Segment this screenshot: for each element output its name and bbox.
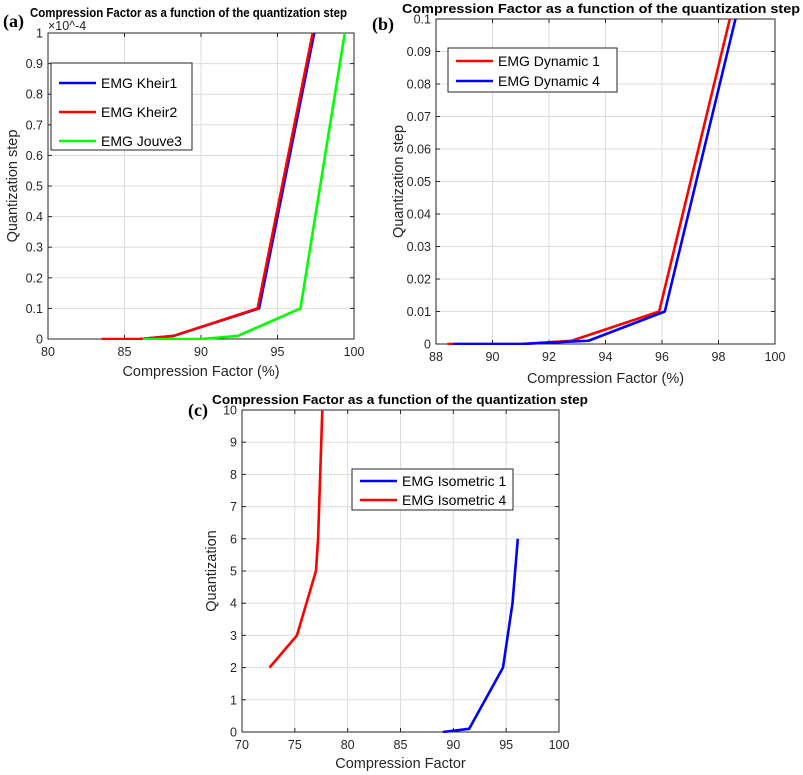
x-tick-label: 75 xyxy=(288,738,302,752)
y-tick-label: 0.01 xyxy=(407,305,431,319)
x-axis-label: Compression Factor xyxy=(335,756,466,772)
chart-title: Compression Factor as a function of the … xyxy=(30,6,347,20)
x-tick-label: 90 xyxy=(194,345,208,359)
chart-panel-a: 80 85 90 95 100 0 0.1 0.2 0.3 0.4 0.5 0.6 0.7 0.8 0.9 1… xyxy=(3,6,364,380)
y-tick-label: 0 xyxy=(424,338,431,352)
legend-entry: EMG Kheir1 xyxy=(101,75,177,91)
chart-panel-b: 88 90 92 94 96 98 100 0 0.01 0.02 0.03 0.04 0.05 0.06… xyxy=(372,2,800,387)
y-tick-label: 0.07 xyxy=(407,110,431,124)
series-line-emg-jouve3 xyxy=(142,32,347,340)
y-tick-label: 0.05 xyxy=(407,175,431,189)
y-tick-label: 0.06 xyxy=(407,143,431,157)
x-tick-label: 96 xyxy=(655,350,669,364)
y-tick-label: 0.3 xyxy=(26,241,43,255)
y-tick-label: 7 xyxy=(230,500,237,514)
y-multiplier: ×10^-4 xyxy=(48,19,86,33)
y-tick-label: 0.6 xyxy=(26,149,43,163)
x-tick-label: 80 xyxy=(41,345,55,359)
x-tick-label: 90 xyxy=(486,350,500,364)
chart-title: Compression Factor as a function of the … xyxy=(402,2,800,16)
series-line-emg-dynamic-4 xyxy=(452,18,737,345)
series-line-emg-isometric-4 xyxy=(268,409,324,669)
y-tick-label: 0.5 xyxy=(26,180,43,194)
x-tick-label: 100 xyxy=(765,350,786,364)
series-line-emg-kheir2 xyxy=(101,32,314,340)
y-tick-label: 6 xyxy=(230,532,237,546)
series-line-emg-isometric-1 xyxy=(442,538,520,733)
x-tick-label: 85 xyxy=(394,738,408,752)
x-tick-label: 70 xyxy=(235,738,249,752)
y-tick-label: 0.08 xyxy=(407,78,431,92)
y-tick-label: 0.8 xyxy=(26,88,43,102)
y-tick-label: 0.7 xyxy=(26,118,43,132)
y-tick-label: 4 xyxy=(230,597,237,611)
legend-entry: EMG Isometric 4 xyxy=(402,492,506,508)
panel-label: (c) xyxy=(188,400,208,421)
y-tick-label: 0.2 xyxy=(26,271,43,285)
legend: EMG Dynamic 1 EMG Dynamic 4 xyxy=(447,47,618,93)
panel-label: (b) xyxy=(372,14,394,35)
y-tick-label: 1 xyxy=(36,27,43,41)
y-tick-label: 0.9 xyxy=(26,57,43,71)
y-tick-label: 0.03 xyxy=(407,240,431,254)
y-tick-label: 3 xyxy=(230,629,237,643)
legend-box xyxy=(351,468,514,511)
x-tick-label: 94 xyxy=(599,350,613,364)
legend-entry: EMG Kheir2 xyxy=(101,104,177,120)
legend: EMG Isometric 1 EMG Isometric 4 xyxy=(351,468,514,511)
y-tick-label: 8 xyxy=(230,468,237,482)
legend-entry: EMG Isometric 1 xyxy=(402,473,506,489)
legend-entry: EMG Dynamic 1 xyxy=(498,53,600,69)
x-tick-label: 95 xyxy=(499,738,513,752)
x-tick-label: 92 xyxy=(542,350,556,364)
y-tick-label: 0 xyxy=(230,726,237,740)
x-tick-label: 95 xyxy=(271,345,285,359)
y-tick-label: 0 xyxy=(36,333,43,347)
y-tick-label: 10 xyxy=(223,404,237,418)
legend-box xyxy=(447,47,618,93)
axes-box xyxy=(241,409,560,733)
y-tick-label: 0.1 xyxy=(414,13,431,27)
legend-entry: EMG Dynamic 4 xyxy=(498,73,600,89)
y-axis-label: Quantization step xyxy=(391,125,407,238)
x-tick-label: 98 xyxy=(712,350,726,364)
x-tick-label: 80 xyxy=(341,738,355,752)
y-tick-label: 9 xyxy=(230,436,237,450)
y-tick-label: 5 xyxy=(230,565,237,579)
x-tick-label: 85 xyxy=(118,345,132,359)
legend: EMG Kheir1 EMG Kheir2 EMG Jouve3 xyxy=(50,62,193,151)
x-axis-label: Compression Factor (%) xyxy=(527,371,684,387)
panel-label: (a) xyxy=(3,11,24,32)
axes-box xyxy=(435,18,776,345)
chart-title: Compression Factor as a function of the … xyxy=(212,393,588,407)
y-tick-label: 0.02 xyxy=(407,273,431,287)
y-tick-label: 0.09 xyxy=(407,45,431,59)
x-axis-label: Compression Factor (%) xyxy=(122,364,279,380)
legend-entry: EMG Jouve3 xyxy=(101,133,182,149)
y-tick-label: 2 xyxy=(230,661,237,675)
y-tick-label: 1 xyxy=(230,693,237,707)
y-tick-label: 0.04 xyxy=(407,208,431,222)
x-tick-label: 88 xyxy=(429,350,443,364)
y-tick-label: 0.1 xyxy=(26,302,43,316)
x-tick-label: 90 xyxy=(446,738,460,752)
y-tick-label: 0.4 xyxy=(26,210,43,224)
y-axis-label: Quantization xyxy=(204,530,220,611)
x-tick-label: 100 xyxy=(344,345,365,359)
legend-box xyxy=(50,62,193,151)
y-axis-label: Quantization step xyxy=(5,130,21,243)
x-tick-label: 100 xyxy=(549,738,570,752)
